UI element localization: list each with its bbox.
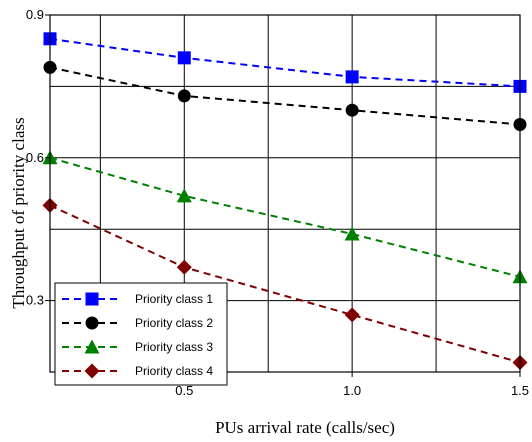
series-4-point-2 — [344, 307, 360, 323]
series-line-2 — [49, 66, 521, 126]
legend-box — [54, 282, 228, 386]
y-tick-label-1: 0.6 — [26, 150, 44, 165]
legend-marker-4 — [84, 363, 100, 379]
x-tick-label-2: 1.5 — [511, 383, 529, 398]
series-line-4 — [49, 204, 521, 364]
series-2-point-1 — [177, 89, 191, 103]
series-3-point-1 — [176, 188, 192, 203]
x-axis-label: PUs arrival rate (calls/sec) — [215, 418, 395, 437]
series-2-point-2 — [345, 103, 359, 117]
series-1-point-1 — [177, 51, 191, 65]
legend: Priority class 1 Priority class 2 Priority… — [54, 282, 228, 386]
axes: 0.5 1.0 1.5 0.3 0.6 0.9 — [26, 7, 529, 398]
series-4-point-1 — [176, 259, 192, 275]
legend-label-3: Priority class 3 — [135, 340, 213, 354]
y-axis-label: Throughput of priority class — [9, 117, 28, 308]
legend-marker-2 — [85, 316, 99, 330]
legend-label-1: Priority class 1 — [135, 292, 213, 306]
plot-frame — [49, 14, 521, 373]
y-tick-label-2: 0.9 — [26, 7, 44, 22]
y-tick-label-0: 0.3 — [26, 293, 44, 308]
x-tick-label-0: 0.5 — [175, 383, 193, 398]
legend-label-4: Priority class 4 — [135, 364, 213, 378]
series-line-1 — [49, 37, 521, 88]
series-layer — [42, 32, 528, 370]
legend-marker-3 — [84, 339, 100, 354]
x-tick-label-1: 1.0 — [343, 383, 361, 398]
series-1-point-2 — [345, 70, 359, 84]
legend-label-2: Priority class 2 — [135, 316, 213, 330]
series-line-3 — [49, 156, 521, 278]
series-3-point-2 — [344, 226, 360, 241]
legend-marker-1 — [85, 292, 99, 306]
